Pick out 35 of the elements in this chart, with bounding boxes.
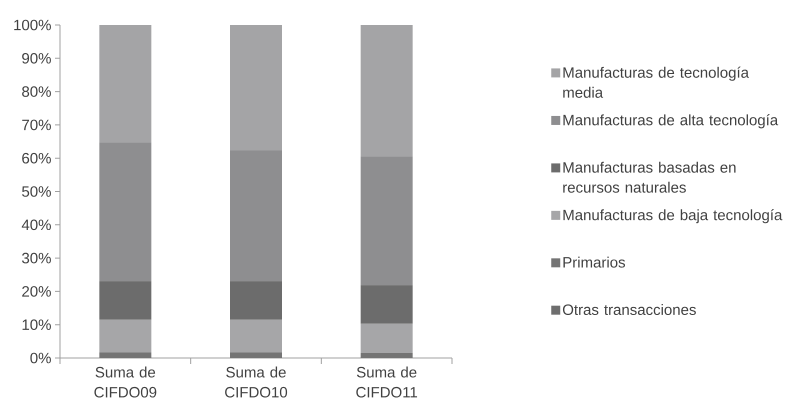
y-tick-label: 0%	[30, 352, 51, 364]
legend-label: Manufacturas basadas en recursos naturales	[563, 162, 736, 193]
legend-label: Manufacturas de tecnología media	[563, 66, 749, 98]
y-tick-label: 30%	[22, 252, 51, 264]
bar	[99, 25, 152, 142]
y-tick-label: 90%	[22, 52, 51, 64]
bar	[360, 25, 413, 156]
x-tick-label: Suma de CIFDO11	[356, 366, 418, 398]
y-tick-label: 70%	[22, 120, 51, 130]
legend-label: Otras transacciones	[562, 304, 696, 316]
x-tick-label: Suma de CIFDO10	[225, 366, 288, 398]
bar	[99, 281, 152, 320]
legend-label: Manufacturas de alta tecnología	[563, 114, 778, 128]
bar	[230, 320, 282, 352]
legend-label: Manufacturas de baja tecnología	[563, 209, 782, 224]
bar	[360, 285, 413, 324]
legend-label: Primarios	[563, 256, 626, 268]
y-tick-label: 10%	[22, 319, 51, 330]
bar	[230, 281, 282, 320]
bar	[360, 353, 413, 358]
y-tick-label: 50%	[22, 186, 51, 197]
bar	[360, 156, 413, 286]
x-tick-label: Suma de CIFDO09	[94, 366, 156, 398]
bar	[230, 25, 282, 151]
y-tick-label: 100%	[14, 20, 51, 30]
y-tick-label: 60%	[22, 152, 51, 164]
bar	[230, 150, 282, 282]
bar	[99, 352, 152, 358]
y-tick-label: 40%	[22, 219, 51, 230]
bar	[360, 324, 413, 354]
bar	[99, 320, 152, 352]
y-tick-label: 20%	[22, 286, 51, 297]
y-tick-label: 80%	[22, 86, 51, 97]
bar	[230, 352, 282, 358]
bar	[99, 142, 152, 282]
